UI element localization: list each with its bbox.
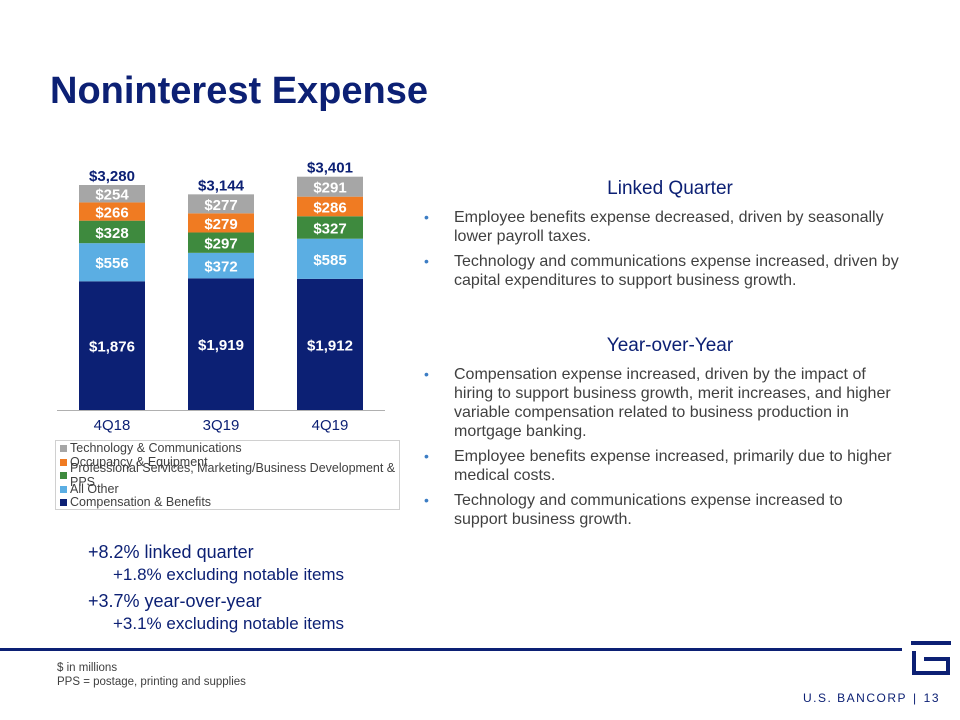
legend-swatch [60,499,67,507]
bar-segment [79,243,145,282]
page-number: 13 [923,691,940,705]
bullet-icon: • [424,492,429,508]
legend-swatch [60,458,67,466]
bar-segment [297,278,363,410]
linked-quarter-heading: Linked Quarter [607,178,733,199]
bar-segment-label: $585 [313,252,346,269]
year-over-year-section: Year-over-Year • Compensation expense in… [420,335,900,535]
category-tick-label: 3Q19 [203,417,240,434]
linked-quarter-bullet: • Technology and communications expense … [420,252,900,290]
linked-quarter-section: Linked Quarter • Employee benefits expen… [420,178,900,296]
bar-segment-label: $279 [204,216,237,233]
footer-brand: U.S. BANCORP | 13 [803,691,940,705]
bar-segment-label: $1,919 [198,337,244,354]
chart-legend: Technology & Communications Occupancy & E… [55,440,400,510]
year-over-year-bullet: • Compensation expense increased, driven… [420,365,900,441]
legend-swatch [60,472,67,480]
footnote-pps: PPS = postage, printing and supplies [57,676,246,688]
bar-segment-label: $297 [204,236,237,253]
legend-item: All Other [60,481,399,497]
summary-linked-quarter: +8.2% linked quarter [88,542,254,562]
summary-linked-quarter-excluding: +1.8% excluding notable items [113,565,345,584]
linked-quarter-bullet: • Employee benefits expense decreased, d… [420,208,900,246]
category-tick-label: 4Q18 [94,417,131,434]
footnotes: $ in millions PPS = postage, printing an… [57,661,246,689]
bar-segment-label: $327 [313,220,346,237]
bar-segment-label: $254 [95,187,129,204]
bar-segment-label: $286 [313,199,346,216]
page-title: Noninterest Expense [50,70,428,112]
bar-segment-label: $277 [204,197,237,214]
stacked-bar-chart: $1,876 $556 $328 $266$254 $3,280 4Q18 $1,919 $3… [57,160,385,434]
bar-segment [79,185,145,203]
legend-label: Technology & Communications [70,441,242,455]
bar-segment [188,252,254,279]
legend-swatch [60,485,67,493]
bar-segment [79,220,145,244]
bar-segment-label: $266 [95,205,128,222]
legend-item: Compensation & Benefits [60,495,399,510]
bar-segment-label: $328 [95,225,128,242]
bullet-icon: • [424,448,429,464]
footer-separator: | [913,691,918,705]
summary-year-over-year: +3.7% year-over-year [88,591,262,611]
bullet-icon: • [424,253,429,269]
bullet-icon: • [424,366,429,382]
year-over-year-bullet: • Employee benefits expense increased, p… [420,447,900,485]
bar-segment [79,202,145,221]
bar-segment [297,238,363,279]
legend-label: Occupancy & Equipment [70,454,208,469]
bar-segment-label: $291 [313,180,346,197]
expense-growth-summary: +8.2% linked quarter +1.8% excluding not… [88,540,344,638]
bullet-icon: • [424,209,429,225]
bullet-text: Employee benefits expense increased, pri… [454,448,892,484]
bar-segment [297,196,363,217]
bar-segment-label: $1,876 [89,339,135,356]
bullet-text: Technology and communications expense in… [454,253,899,289]
brand-name: U.S. BANCORP [803,691,908,705]
legend-item: Technology & Communications [60,441,399,456]
bar-total-label: $3,144 [198,177,245,194]
footnote-units: $ in millions [57,662,118,674]
bar-segment [297,216,363,239]
bar-segment [188,232,254,253]
bar-total-label: $3,280 [89,168,135,185]
year-over-year-bullet: • Technology and communications expense … [420,491,900,529]
legend-item: Occupancy & Equipment [60,454,399,470]
bar-segment [297,176,363,197]
legend-swatch [60,445,67,453]
year-over-year-heading: Year-over-Year [606,335,734,356]
bullet-text: Employee benefits expense decreased, dri… [454,209,884,245]
bullet-text: Compensation expense increased, driven b… [454,366,891,440]
summary-year-over-year-excluding: +3.1% excluding notable items [113,614,345,633]
footer-rule [0,648,902,651]
bar-segment-label: $556 [95,255,128,272]
bar-segment [79,281,145,410]
bar-segment-label: $1,912 [307,337,353,354]
bar-total-label: $3,401 [307,160,353,177]
bar-segment-label: $372 [204,259,237,276]
bar-segment [188,194,254,214]
legend-label: All Other [70,481,119,496]
bar-segment [188,213,254,233]
legend-label: Compensation & Benefits [70,495,212,509]
bullet-text: Technology and communications expense in… [454,492,843,528]
bar-segment [188,278,254,410]
shield-logo-icon [911,641,951,675]
legend-item: Professional Services, Marketing/Busines… [60,462,399,489]
category-tick-label: 4Q19 [312,417,349,434]
legend-label: Professional Services, Marketing/Busines… [70,461,396,489]
